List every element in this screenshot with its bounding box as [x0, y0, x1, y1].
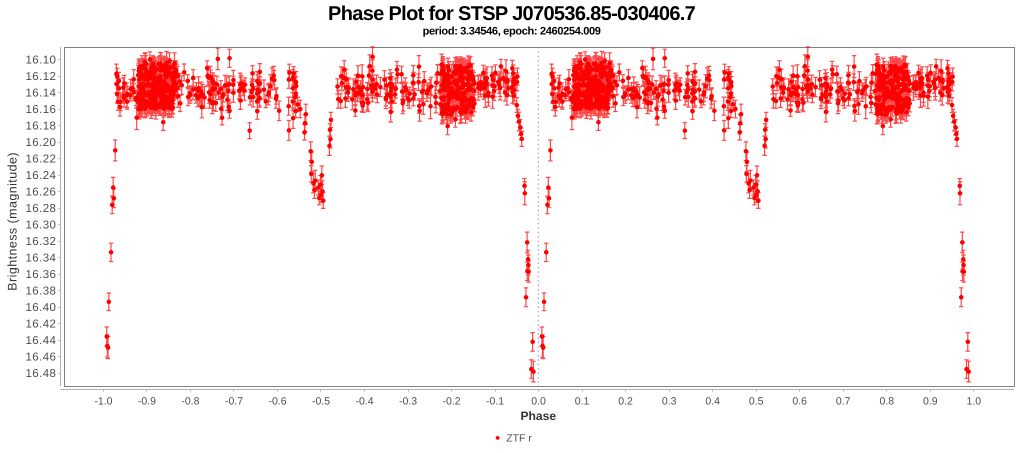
svg-text:0.8: 0.8	[879, 396, 894, 408]
svg-text:-0.9: -0.9	[138, 396, 156, 408]
svg-text:16.36: 16.36	[26, 269, 57, 281]
svg-text:16.12: 16.12	[26, 71, 57, 83]
svg-text:16.18: 16.18	[26, 121, 57, 133]
svg-text:-0.7: -0.7	[225, 396, 243, 408]
svg-text:0.2: 0.2	[618, 396, 633, 408]
svg-text:16.34: 16.34	[26, 253, 57, 265]
svg-text:-0.3: -0.3	[399, 396, 417, 408]
svg-text:16.40: 16.40	[26, 302, 57, 314]
svg-text:Brightness (magnitude): Brightness (magnitude)	[6, 152, 20, 291]
svg-text:16.14: 16.14	[26, 88, 57, 100]
svg-text:16.10: 16.10	[26, 55, 57, 67]
svg-text:0.9: 0.9	[923, 396, 938, 408]
svg-text:16.16: 16.16	[26, 104, 57, 116]
svg-text:16.46: 16.46	[26, 352, 57, 364]
svg-text:16.38: 16.38	[26, 286, 57, 298]
svg-text:16.28: 16.28	[26, 203, 57, 215]
svg-text:16.44: 16.44	[26, 335, 57, 347]
svg-text:1.0: 1.0	[966, 396, 981, 408]
svg-text:16.30: 16.30	[26, 220, 57, 232]
svg-text:16.24: 16.24	[26, 170, 57, 182]
svg-text:16.32: 16.32	[26, 236, 57, 248]
svg-text:0.5: 0.5	[749, 396, 764, 408]
svg-text:-0.8: -0.8	[181, 396, 199, 408]
svg-text:16.22: 16.22	[26, 154, 57, 166]
svg-text:-1.0: -1.0	[94, 396, 112, 408]
svg-text:16.48: 16.48	[26, 368, 57, 380]
svg-text:-0.5: -0.5	[312, 396, 330, 408]
svg-text:0.1: 0.1	[575, 396, 590, 408]
svg-text:0.4: 0.4	[705, 396, 720, 408]
svg-text:-0.2: -0.2	[443, 396, 461, 408]
svg-text:period: 3.34546, epoch: 246025: period: 3.34546, epoch: 2460254.009	[423, 25, 601, 37]
svg-text:0.6: 0.6	[792, 396, 807, 408]
svg-text:-0.1: -0.1	[486, 396, 504, 408]
svg-text:ZTF r: ZTF r	[506, 433, 532, 444]
svg-text:-0.4: -0.4	[355, 396, 373, 408]
svg-text:-0.6: -0.6	[268, 396, 286, 408]
svg-text:Phase Plot for STSP J070536.85: Phase Plot for STSP J070536.85-030406.7	[328, 3, 696, 25]
svg-text:Phase: Phase	[520, 409, 556, 423]
svg-text:0.0: 0.0	[531, 396, 546, 408]
svg-text:16.20: 16.20	[26, 137, 57, 149]
svg-text:16.42: 16.42	[26, 319, 57, 331]
svg-text:0.3: 0.3	[662, 396, 677, 408]
svg-text:16.26: 16.26	[26, 187, 57, 199]
svg-text:0.7: 0.7	[836, 396, 851, 408]
